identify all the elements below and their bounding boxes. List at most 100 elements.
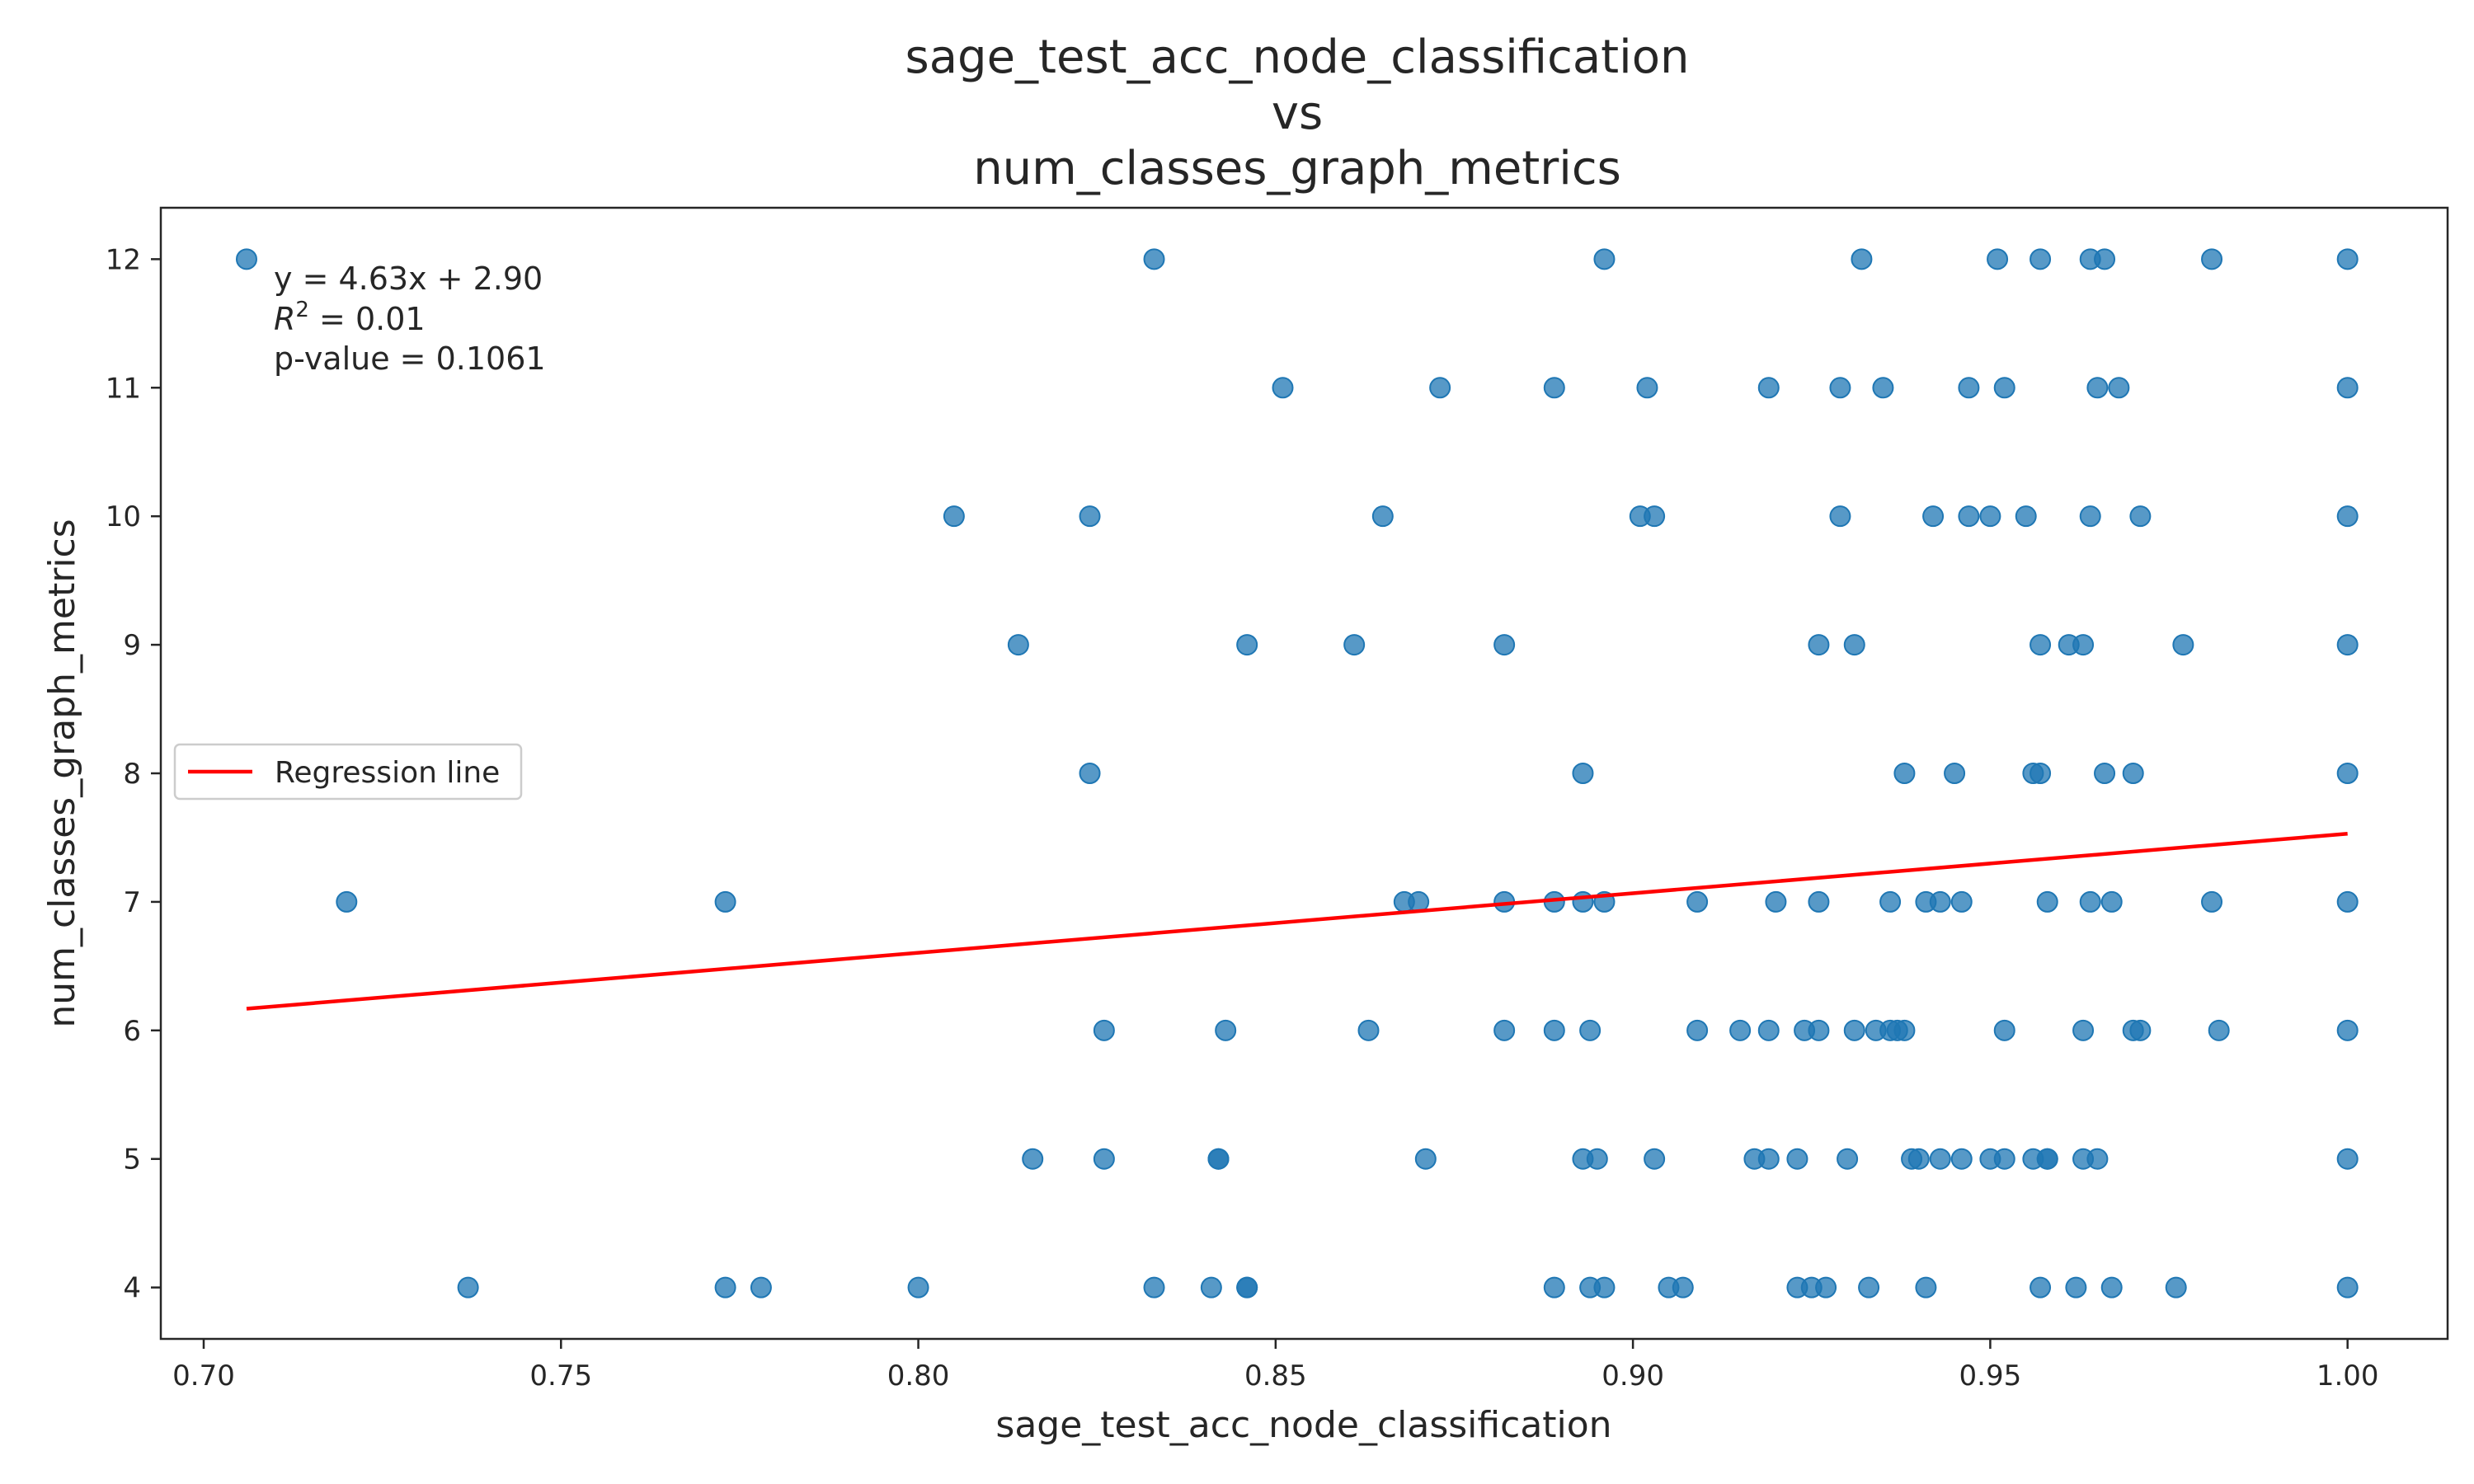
data-point <box>1808 634 1830 656</box>
data-point <box>2129 1019 2152 1041</box>
data-point <box>2201 890 2223 913</box>
data-point <box>1808 890 1830 913</box>
data-point <box>2201 248 2223 270</box>
data-point <box>1765 890 1787 913</box>
data-point <box>1757 1019 1780 1041</box>
data-point <box>714 890 736 913</box>
data-point <box>1371 505 1394 528</box>
y-axis: 4 5 6 7 8 9 10 11 12 <box>106 243 161 1305</box>
data-point <box>1944 763 1966 784</box>
x-tick-label: 1.00 <box>2316 1360 2379 1392</box>
data-point <box>2030 763 2052 784</box>
data-point <box>1200 1276 1222 1298</box>
data-point <box>1879 890 1902 913</box>
data-point <box>1686 1019 1709 1041</box>
data-point <box>2036 890 2058 913</box>
data-point <box>1593 248 1616 270</box>
x-axis-label: sage_test_acc_node_classification <box>995 1404 1611 1446</box>
data-point <box>2100 890 2123 913</box>
data-point <box>1808 1019 1830 1041</box>
data-point <box>1543 377 1565 399</box>
y-tick-label: 8 <box>123 758 141 791</box>
data-point <box>1079 505 1101 528</box>
data-point <box>1579 1019 1602 1041</box>
data-point <box>2336 1276 2359 1298</box>
data-point <box>2336 634 2359 656</box>
data-point <box>1686 890 1709 913</box>
data-point <box>1143 248 1165 270</box>
data-point <box>1007 634 1029 656</box>
data-point <box>1851 248 1873 270</box>
data-point <box>1636 377 1658 399</box>
data-point <box>1343 634 1366 656</box>
data-point <box>1843 1019 1865 1041</box>
r-squared-label: R2 = 0.01 <box>274 298 426 337</box>
data-point <box>1757 1148 1780 1170</box>
data-point <box>1993 377 2015 399</box>
data-point <box>1829 377 1851 399</box>
data-point <box>2015 505 2037 528</box>
y-tick-label: 12 <box>106 243 141 276</box>
x-tick-label: 0.85 <box>1244 1360 1307 1392</box>
data-point <box>1586 1148 1608 1170</box>
data-point <box>2072 1019 2095 1041</box>
data-point <box>714 1276 736 1298</box>
data-point <box>1958 505 1980 528</box>
data-point <box>1893 1019 1916 1041</box>
data-point <box>2030 248 2052 270</box>
data-point <box>2030 634 2052 656</box>
chart-title-line-2: vs <box>1271 87 1324 140</box>
data-point <box>1929 890 1951 913</box>
data-point <box>2065 1276 2087 1298</box>
data-point <box>1093 1019 1115 1041</box>
data-point <box>1215 1019 1237 1041</box>
x-tick-label: 0.75 <box>529 1360 592 1392</box>
chart-title-line-1: sage_test_acc_node_classification <box>905 31 1690 84</box>
regression-line <box>246 832 2348 1011</box>
data-point <box>2079 505 2101 528</box>
data-point <box>1993 1148 2015 1170</box>
data-point <box>1979 505 2001 528</box>
data-point <box>2336 248 2359 270</box>
data-point <box>1236 1276 1258 1298</box>
data-point <box>1987 248 2009 270</box>
data-point <box>1786 1148 1808 1170</box>
data-point <box>2036 1148 2058 1170</box>
x-tick-label: 0.90 <box>1602 1360 1664 1392</box>
regression-equation: y = 4.63x + 2.90 <box>274 261 543 297</box>
data-point <box>1543 1019 1565 1041</box>
points-layer <box>235 248 2359 1298</box>
data-point <box>1950 890 1973 913</box>
legend-box <box>173 743 523 801</box>
data-point <box>1815 1276 1837 1298</box>
data-point <box>2100 1276 2123 1298</box>
data-point <box>2030 1276 2052 1298</box>
data-point <box>235 248 257 270</box>
data-point <box>2336 377 2359 399</box>
data-point <box>1672 1276 1694 1298</box>
data-point <box>1757 377 1780 399</box>
data-point <box>1079 763 1101 784</box>
data-point <box>1429 377 1451 399</box>
data-point <box>2094 248 2116 270</box>
data-point <box>1858 1276 1880 1298</box>
data-point <box>1572 890 1594 913</box>
data-point <box>2079 890 2101 913</box>
data-point <box>1829 505 1851 528</box>
x-tick-label: 0.80 <box>887 1360 950 1392</box>
x-axis: 0.70 0.75 0.80 0.85 0.90 0.95 1.00 <box>172 1339 2379 1392</box>
stats-annotation: y = 4.63x + 2.90 R2 = 0.01 p-value = 0.1… <box>274 261 546 377</box>
data-point <box>2336 1019 2359 1041</box>
y-tick-label: 5 <box>123 1144 141 1176</box>
x-tick-label: 0.70 <box>172 1360 235 1392</box>
y-tick-label: 10 <box>106 500 141 533</box>
data-point <box>2336 890 2359 913</box>
data-point <box>2336 505 2359 528</box>
data-point <box>457 1276 479 1298</box>
y-tick-label: 9 <box>123 629 141 662</box>
data-point <box>336 890 358 913</box>
data-point <box>1872 377 1894 399</box>
data-point <box>1729 1019 1752 1041</box>
y-tick-label: 7 <box>123 886 141 919</box>
